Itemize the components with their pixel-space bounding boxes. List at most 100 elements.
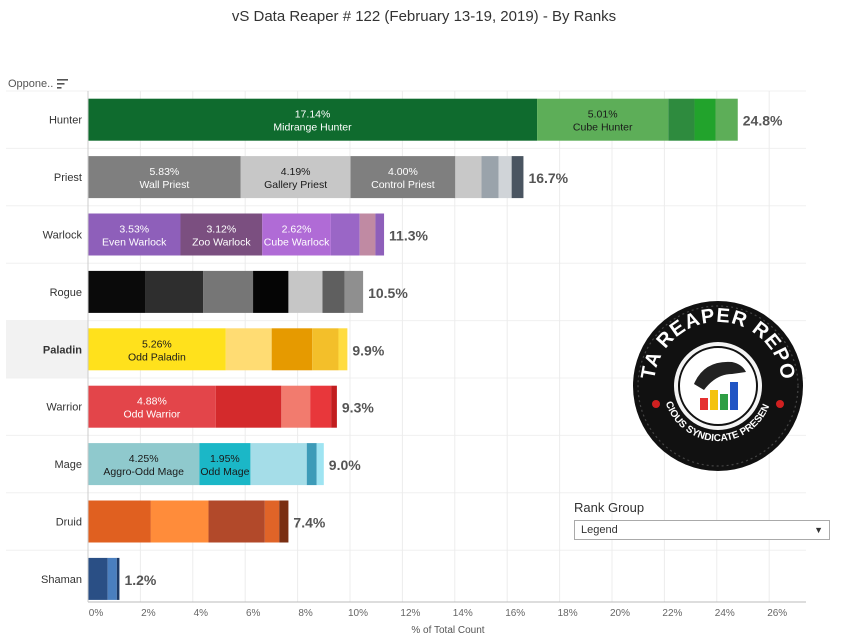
bar-segment[interactable] xyxy=(375,213,385,256)
x-tick-label: 26% xyxy=(767,608,787,619)
bar-segment[interactable] xyxy=(331,385,337,428)
segment-value-label: 2.62% xyxy=(282,224,312,236)
bar-segment[interactable] xyxy=(240,156,351,199)
rank-group-value: Legend xyxy=(581,524,618,536)
sort-icon[interactable] xyxy=(57,79,69,89)
segment-archetype-label: Odd Paladin xyxy=(128,351,186,363)
x-axis-label: % of Total Count xyxy=(411,625,484,636)
bar-segment[interactable] xyxy=(88,213,181,256)
bar-segment[interactable] xyxy=(271,328,313,371)
total-label: 1.2% xyxy=(124,572,156,588)
rank-group-filter: Rank Group Legend ▼ xyxy=(574,500,830,540)
bar-segment[interactable] xyxy=(107,557,117,600)
bar-segment[interactable] xyxy=(498,156,512,199)
bar-segment[interactable] xyxy=(88,557,108,600)
segment-value-label: 5.26% xyxy=(142,338,172,350)
segment-archetype-label: Odd Warrior xyxy=(124,409,181,421)
bar-segment[interactable] xyxy=(316,443,324,486)
bar-segment[interactable] xyxy=(88,443,200,486)
bar-segment[interactable] xyxy=(511,156,524,199)
bars: 17.14%Midrange Hunter 5.01%Cube Hunter 5.8… xyxy=(88,98,738,600)
bar-segment[interactable] xyxy=(694,98,716,141)
bar-segment[interactable] xyxy=(668,98,695,141)
bar-segment[interactable] xyxy=(312,328,339,371)
bar-segment[interactable] xyxy=(88,328,226,371)
bar-segment[interactable] xyxy=(281,385,311,428)
bar-segment[interactable] xyxy=(322,270,345,313)
bar-segment[interactable] xyxy=(199,443,251,486)
row-header-label: Oppone.. xyxy=(8,78,54,90)
x-tick-label: 22% xyxy=(662,608,682,619)
bar-segment[interactable] xyxy=(715,98,738,141)
chart-title: vS Data Reaper # 122 (February 13-19, 20… xyxy=(231,8,617,25)
category-label: Warlock xyxy=(43,230,83,242)
bar-segment[interactable] xyxy=(279,500,289,543)
bar-segment[interactable] xyxy=(88,385,216,428)
total-label: 9.3% xyxy=(342,400,374,416)
bar-segment[interactable] xyxy=(225,328,272,371)
bar-segment[interactable] xyxy=(306,443,317,486)
category-label: Rogue xyxy=(50,287,82,299)
bar-segment[interactable] xyxy=(145,270,204,313)
segment-value-label: 4.88% xyxy=(137,396,167,408)
bar-segment[interactable] xyxy=(288,270,323,313)
x-tick-label: 2% xyxy=(141,608,156,619)
data-reaper-logo: DATA REAPER REPORT VICIOUS SYNDICATE PRE… xyxy=(632,300,803,471)
segment-archetype-label: Wall Priest xyxy=(139,179,189,191)
bar-segment[interactable] xyxy=(359,213,376,256)
category-label: Shaman xyxy=(41,574,82,586)
x-tick-label: 8% xyxy=(298,608,313,619)
total-labels: 24.8% 16.7% 11.3% 10.5% 9.9% 9.3% 9.0% 7.4% 1.2% xyxy=(124,113,783,588)
segment-archetype-label: Even Warlock xyxy=(102,237,167,249)
segment-value-label: 3.53% xyxy=(119,224,149,236)
bar-segment[interactable] xyxy=(350,156,456,199)
bar-segment[interactable] xyxy=(338,328,348,371)
x-tick-label: 0% xyxy=(89,608,104,619)
segment-archetype-label: Gallery Priest xyxy=(264,179,327,191)
segment-value-label: 3.12% xyxy=(206,224,236,236)
rank-group-select[interactable]: Legend ▼ xyxy=(574,520,830,540)
segment-value-label: 5.01% xyxy=(588,109,618,121)
bar-segment[interactable] xyxy=(262,213,331,256)
segment-archetype-label: Zoo Warlock xyxy=(192,237,251,249)
bar-segment[interactable] xyxy=(116,557,120,600)
bar-segment[interactable] xyxy=(310,385,332,428)
bar-segment[interactable] xyxy=(330,213,360,256)
bar-segment[interactable] xyxy=(537,98,669,141)
bar-segment[interactable] xyxy=(150,500,209,543)
bar-segment[interactable] xyxy=(455,156,482,199)
total-label: 7.4% xyxy=(293,515,325,531)
bar-segment[interactable] xyxy=(250,443,307,486)
segment-value-label: 17.14% xyxy=(295,109,331,121)
x-axis: 0% 2% 4% 6% 8% 10% 12% 14% 16% 18% 20% 22% 24% 26% xyxy=(87,91,806,619)
bar-segment[interactable] xyxy=(180,213,263,256)
row-backgrounds xyxy=(6,90,806,551)
row-highlight xyxy=(6,320,88,378)
bar-segment[interactable] xyxy=(215,385,282,428)
x-tick-label: 18% xyxy=(558,608,578,619)
x-tick-label: 6% xyxy=(246,608,261,619)
rank-group-title: Rank Group xyxy=(574,500,645,515)
bar-segment[interactable] xyxy=(344,270,364,313)
bar-segment[interactable] xyxy=(264,500,280,543)
category-label: Mage xyxy=(54,459,82,471)
total-label: 24.8% xyxy=(743,113,783,129)
category-label: Paladin xyxy=(43,344,82,356)
bar-segment[interactable] xyxy=(88,500,151,543)
segment-value-label: 1.95% xyxy=(210,453,240,465)
bar-segment[interactable] xyxy=(203,270,254,313)
bar-segment[interactable] xyxy=(208,500,265,543)
row-header[interactable]: Oppone.. xyxy=(8,78,69,90)
dropdown-arrow-icon: ▼ xyxy=(814,525,823,535)
x-tick-label: 20% xyxy=(610,608,630,619)
bar-segment[interactable] xyxy=(88,98,538,141)
bar-segment[interactable] xyxy=(88,156,241,199)
segment-value-label: 4.19% xyxy=(281,166,311,178)
bar-segment[interactable] xyxy=(253,270,289,313)
x-tick-label: 10% xyxy=(348,608,368,619)
total-label: 9.9% xyxy=(352,342,384,358)
bar-segment[interactable] xyxy=(88,270,146,313)
x-tick-label: 12% xyxy=(400,608,420,619)
total-label: 9.0% xyxy=(329,457,361,473)
bar-segment[interactable] xyxy=(481,156,499,199)
